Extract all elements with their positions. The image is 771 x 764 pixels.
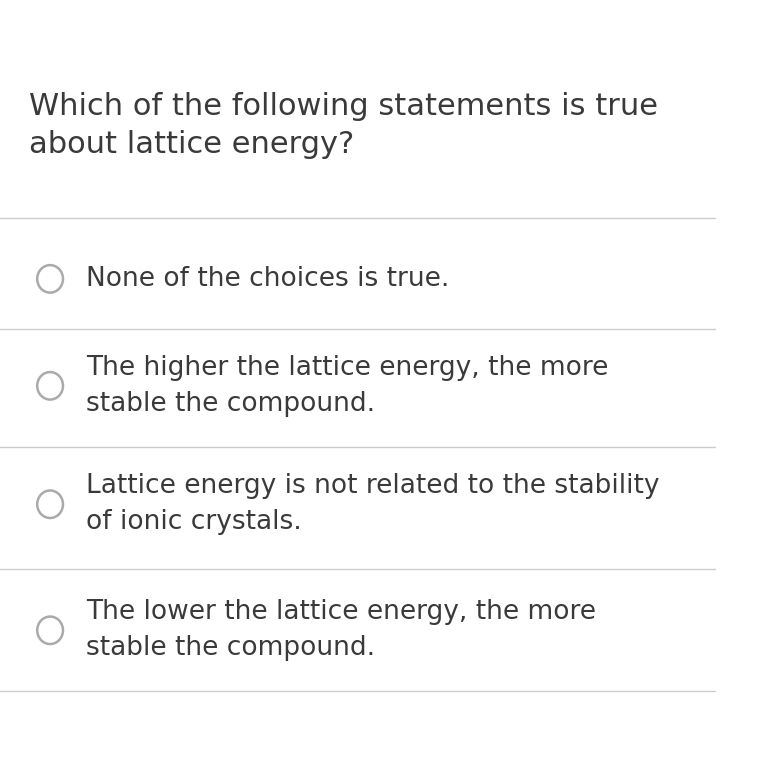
Text: None of the choices is true.: None of the choices is true. <box>86 266 449 292</box>
Text: The higher the lattice energy, the more
stable the compound.: The higher the lattice energy, the more … <box>86 354 608 417</box>
Text: Which of the following statements is true
about lattice energy?: Which of the following statements is tru… <box>29 92 658 159</box>
Text: Lattice energy is not related to the stability
of ionic crystals.: Lattice energy is not related to the sta… <box>86 473 659 536</box>
Text: The lower the lattice energy, the more
stable the compound.: The lower the lattice energy, the more s… <box>86 599 596 662</box>
